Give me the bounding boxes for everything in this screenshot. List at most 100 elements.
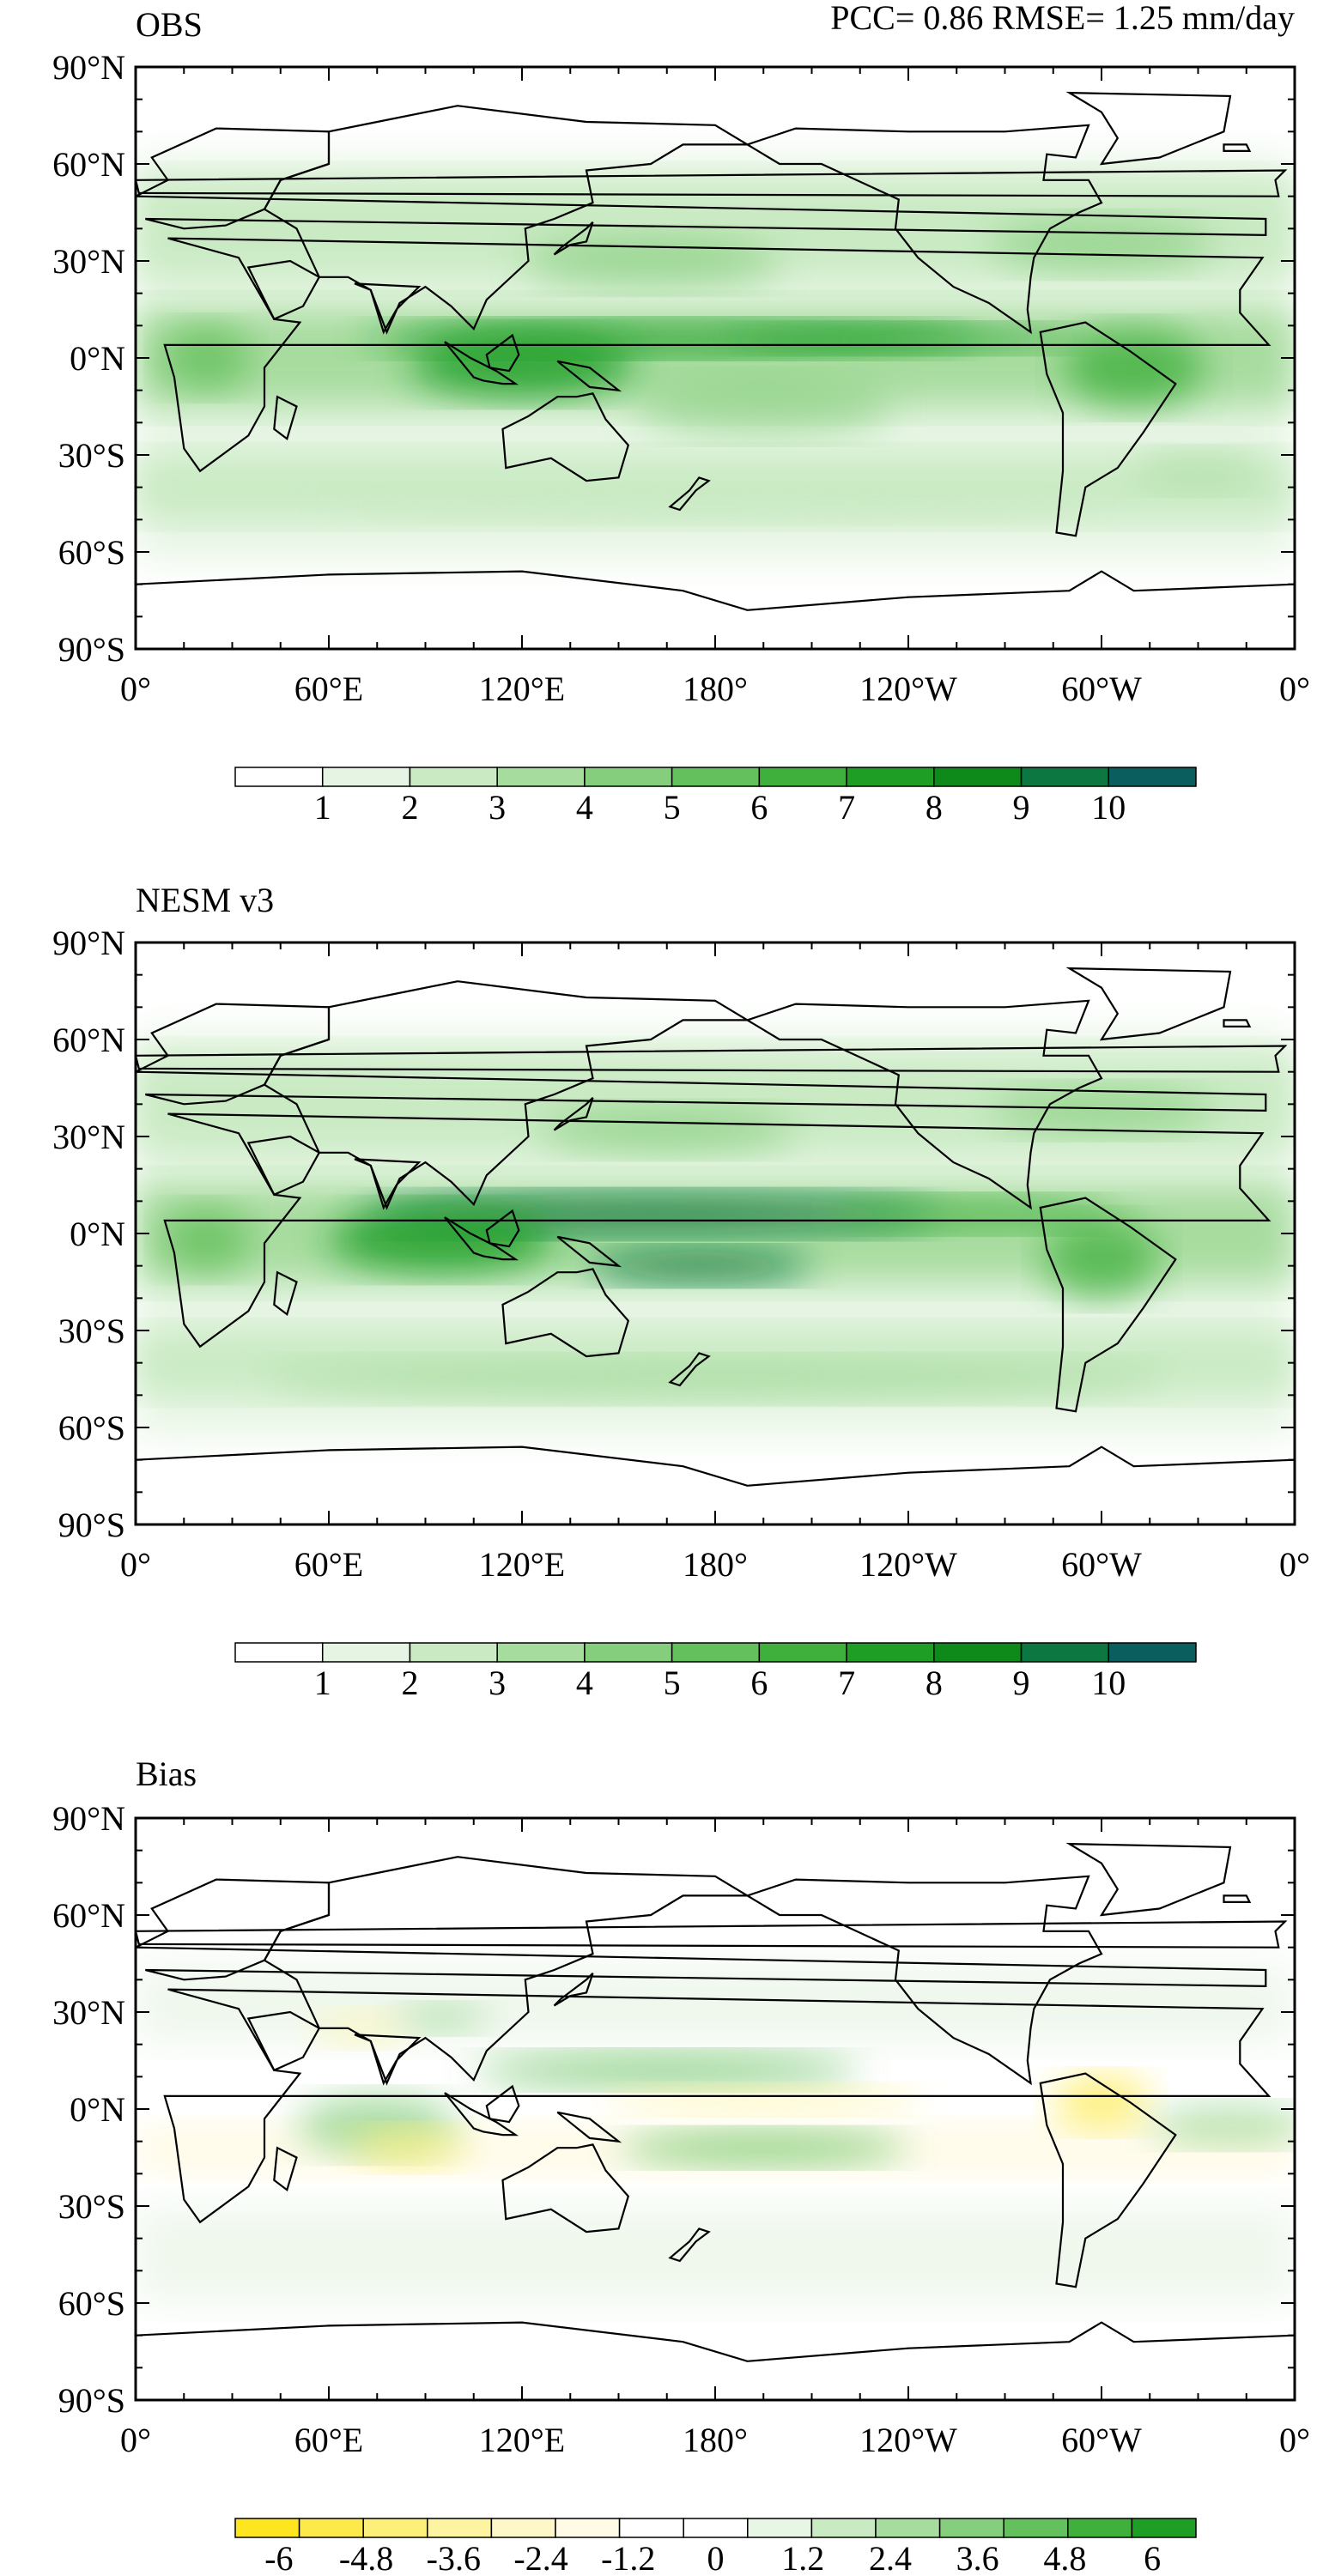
coastline-borneo <box>485 333 520 373</box>
colorbar: -6 -4.8 -3.6 -2.4 -1.2 0 1.2 2.4 3.6 4.8 6 <box>234 2518 1197 2576</box>
colorbar-swatch <box>427 2518 493 2538</box>
colorbar-swatch <box>1020 1642 1110 1663</box>
coastline-africa <box>163 1112 1271 1349</box>
colorbar-label: 4 <box>576 788 593 827</box>
colorbar-label: 9 <box>1013 788 1030 827</box>
precip-anomaly <box>988 1088 1215 1134</box>
colorbar-swatch <box>683 2518 749 2538</box>
lat-tick-label: 90°S <box>58 2381 125 2420</box>
lat-tick-label: 30°S <box>58 436 125 475</box>
colorbar-swatch <box>1003 2518 1069 2538</box>
lon-tick-label: 180° <box>683 2421 748 2459</box>
coastline-newguinea <box>556 2111 622 2143</box>
coastline-australia <box>501 1268 630 1358</box>
lon-tick-label: 0° <box>1279 2421 1310 2459</box>
coastline-samerica <box>1039 2072 1177 2288</box>
precip-anomaly <box>351 2128 468 2167</box>
lon-tick-label: 0° <box>120 1545 151 1584</box>
lon-tick-label: 180° <box>683 1545 748 1584</box>
coastline-japan <box>553 1973 594 2007</box>
colorbar-swatch <box>584 767 673 787</box>
lat-tick-label: 60°S <box>58 1409 125 1447</box>
lat-tick-label: 0°N <box>70 339 125 378</box>
colorbar-label: 3.6 <box>956 2539 999 2572</box>
map-ticks <box>135 1817 1296 2401</box>
colorbar: 1 2 3 4 5 6 7 8 9 10 <box>234 1642 1197 1702</box>
lat-tick-label: 60°N <box>52 145 125 184</box>
map-field <box>0 943 1295 1524</box>
colorbar-label: -4.8 <box>339 2539 393 2572</box>
coastline-iceland <box>1223 1019 1252 1027</box>
colorbar-label: 3 <box>489 788 506 827</box>
coastline-newguinea <box>556 360 622 392</box>
colorbar-swatch <box>618 2518 684 2538</box>
lon-tick-label: 60°W <box>1061 2421 1142 2459</box>
precip-anomaly <box>1150 2106 1295 2145</box>
colorbar-label: 5 <box>664 788 681 827</box>
colorbar-swatch <box>362 2518 428 2538</box>
coastline-japan <box>553 1097 594 1131</box>
lat-tick-label: 90°N <box>52 48 125 87</box>
lon-tick-label: 120°W <box>859 2421 957 2459</box>
colorbar-swatch <box>671 1642 761 1663</box>
lon-tick-label: 60°E <box>294 2421 363 2459</box>
coastline-greenland <box>1065 91 1232 166</box>
precip-anomaly <box>731 325 1086 352</box>
coastline-india <box>354 1158 422 1210</box>
coastline-india <box>354 2034 422 2086</box>
lat-tick-label: 30°S <box>58 2187 125 2226</box>
colorbar-label: 2 <box>401 788 418 827</box>
coastline-namerica <box>744 1875 1103 2086</box>
colorbar-label: 10 <box>1091 1664 1126 1702</box>
precip-band <box>136 1963 1295 2045</box>
lon-tick-label: 0° <box>1279 670 1310 708</box>
coastline-antarctica <box>136 2321 1295 2400</box>
precip-anomaly <box>1133 452 1263 491</box>
coastline-newguinea <box>556 1235 622 1268</box>
coastline-madagascar <box>273 1270 298 1317</box>
precip-anomaly <box>522 234 780 288</box>
map-ticks <box>135 66 1296 650</box>
colorbar-label: 4 <box>576 1664 593 1702</box>
colorbar-swatch <box>321 1642 411 1663</box>
coastline-africa <box>163 237 1271 473</box>
colorbar-swatch <box>496 1642 586 1663</box>
colorbar-swatch <box>584 1642 673 1663</box>
colorbar-swatch <box>1108 767 1197 787</box>
coastlines <box>0 967 1295 1524</box>
precip-anomaly <box>1053 2076 1150 2129</box>
precip-anomaly <box>264 1359 1166 1399</box>
colorbar-swatch <box>234 2518 300 2538</box>
bias-panel: Bias 0° 60°E 120°E 180° 120°W 60°W 0°90°N60°N3… <box>0 1755 1310 2576</box>
colorbar-label: 9 <box>1013 1664 1030 1702</box>
coastline-namerica <box>744 124 1103 335</box>
colorbar-swatch <box>758 1642 847 1663</box>
lon-tick-label: 180° <box>683 670 748 708</box>
coastlines <box>0 1842 1295 2400</box>
coastline-samerica <box>0 1198 16 1412</box>
coastline-australia <box>501 2143 630 2234</box>
colorbar-label: -6 <box>264 2539 293 2572</box>
lon-tick-label: 120°W <box>859 670 957 708</box>
coastline-australia <box>501 392 630 482</box>
colorbar-label: 1.2 <box>781 2539 824 2572</box>
colorbar-label: 8 <box>926 788 943 827</box>
coastline-madagascar <box>273 395 298 441</box>
coastline-asia <box>263 980 751 1210</box>
colorbar-label: 10 <box>1091 788 1126 827</box>
panel-title: OBS <box>136 5 203 44</box>
colorbar-swatch <box>409 767 498 787</box>
colorbar-label: 2.4 <box>869 2539 912 2572</box>
colorbar-swatch <box>321 767 411 787</box>
precip-anomaly <box>329 487 1102 520</box>
colorbar-swatch <box>933 767 1023 787</box>
coastline-borneo <box>485 2084 520 2124</box>
panel-title: Bias <box>136 1755 197 1793</box>
coastline-uk <box>136 1920 1288 1949</box>
lat-tick-label: 0°N <box>70 2090 125 2129</box>
coastline-samerica <box>0 323 16 536</box>
coastline-samerica <box>0 2074 16 2288</box>
colorbar-label: 3 <box>489 1664 506 1702</box>
colorbar-swatch <box>1020 767 1110 787</box>
panel-stats: PCC= 0.86 RMSE= 1.25 mm/day <box>830 0 1295 37</box>
